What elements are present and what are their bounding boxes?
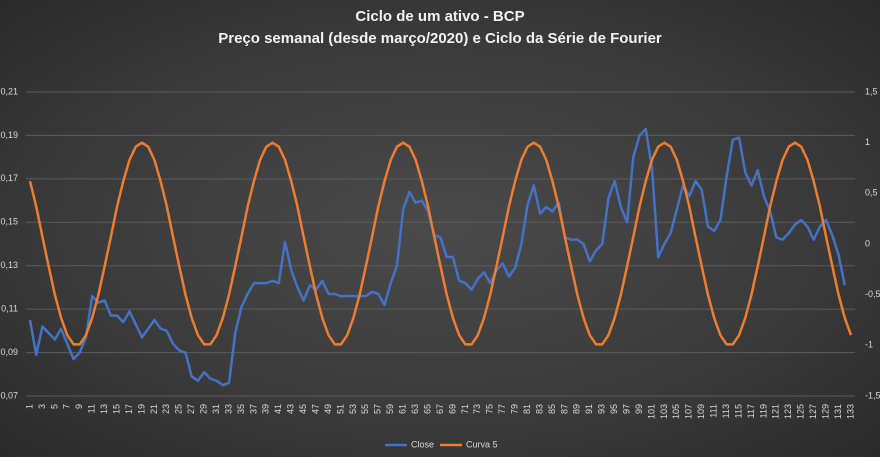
x-tick-label: 101 xyxy=(646,404,656,419)
x-tick-label: 23 xyxy=(161,404,171,414)
x-tick-label: 127 xyxy=(808,404,818,419)
x-tick-label: 51 xyxy=(335,404,345,414)
y-tick-label: 0,19 xyxy=(0,130,18,140)
x-tick-label: 95 xyxy=(609,404,619,414)
y-tick-label: 0,09 xyxy=(0,347,18,357)
x-tick-label: 131 xyxy=(833,404,843,419)
x-tick-label: 69 xyxy=(447,404,457,414)
x-tick-label: 65 xyxy=(422,404,432,414)
y2-tick-label: 0 xyxy=(865,238,870,248)
x-tick-label: 113 xyxy=(721,404,731,418)
x-tick-label: 29 xyxy=(199,404,209,414)
x-tick-label: 45 xyxy=(298,404,308,414)
x-tick-label: 11 xyxy=(87,404,97,413)
x-tick-label: 129 xyxy=(820,404,830,419)
x-tick-label: 37 xyxy=(248,404,258,414)
series-line xyxy=(28,127,847,387)
y2-tick-label: -1 xyxy=(865,340,873,350)
x-tick-label: 93 xyxy=(597,404,607,414)
x-tick-label: 81 xyxy=(522,404,532,414)
x-tick-label: 49 xyxy=(323,404,333,414)
x-tick-label: 61 xyxy=(398,404,408,414)
x-tick-label: 83 xyxy=(534,404,544,414)
x-tick-label: 27 xyxy=(186,404,196,414)
x-tick-label: 43 xyxy=(286,404,296,414)
y-tick-label: 0,11 xyxy=(1,304,18,314)
y2-tick-label: 1,5 xyxy=(865,86,878,96)
chart-subtitle: Preço semanal (desde março/2020) e Ciclo… xyxy=(218,30,662,47)
y2-tick-label: -1,5 xyxy=(865,390,880,400)
x-tick-label: 47 xyxy=(310,404,320,414)
x-tick-label: 13 xyxy=(99,404,109,414)
x-tick-label: 35 xyxy=(236,404,246,414)
x-tick-label: 103 xyxy=(659,404,669,419)
x-tick-label: 87 xyxy=(559,404,569,414)
x-tick-label: 77 xyxy=(497,404,507,414)
chart-title: Ciclo de um ativo - BCP xyxy=(355,8,524,25)
x-tick-label: 107 xyxy=(684,404,694,419)
x-tick-label: 41 xyxy=(273,404,283,414)
x-tick-label: 119 xyxy=(758,404,768,418)
x-tick-label: 53 xyxy=(348,404,358,414)
x-tick-label: 105 xyxy=(671,404,681,419)
x-tick-label: 125 xyxy=(796,404,806,419)
y-tick-label: 0,15 xyxy=(0,217,18,227)
x-tick-label: 79 xyxy=(510,404,520,414)
y2-tick-label: -0,5 xyxy=(865,289,880,299)
x-tick-label: 15 xyxy=(111,404,121,414)
x-tick-label: 9 xyxy=(74,404,84,409)
legend-label: Close xyxy=(411,439,434,449)
x-tick-label: 1 xyxy=(24,404,34,409)
x-tick-label: 39 xyxy=(261,404,271,414)
x-tick-label: 17 xyxy=(124,404,134,414)
x-tick-label: 115 xyxy=(733,404,743,418)
x-tick-label: 63 xyxy=(410,404,420,414)
x-tick-label: 25 xyxy=(174,404,184,414)
y2-tick-label: 0,5 xyxy=(865,188,878,198)
x-tick-label: 59 xyxy=(385,404,395,414)
x-tick-label: 19 xyxy=(136,404,146,414)
y-tick-label: 0,13 xyxy=(0,260,18,270)
x-tick-label: 73 xyxy=(472,404,482,414)
x-tick-label: 7 xyxy=(62,404,72,409)
x-tick-label: 123 xyxy=(783,404,793,419)
x-tick-label: 21 xyxy=(149,404,159,414)
y2-tick-label: 1 xyxy=(865,137,870,147)
x-tick-label: 55 xyxy=(360,404,370,414)
legend-label: Curva 5 xyxy=(466,439,498,449)
x-tick-label: 97 xyxy=(621,404,631,414)
x-tick-label: 89 xyxy=(572,404,582,414)
x-tick-label: 99 xyxy=(634,404,644,414)
x-tick-label: 57 xyxy=(373,404,383,414)
x-tick-label: 121 xyxy=(771,404,781,419)
x-tick-label: 133 xyxy=(845,404,855,419)
x-tick-label: 67 xyxy=(435,404,445,414)
x-tick-label: 75 xyxy=(485,404,495,414)
x-tick-label: 5 xyxy=(49,404,59,409)
series-line xyxy=(28,141,853,346)
x-tick-label: 71 xyxy=(460,404,470,414)
x-tick-label: 31 xyxy=(211,404,221,414)
x-tick-label: 109 xyxy=(696,404,706,419)
x-tick-label: 117 xyxy=(746,404,756,418)
x-tick-label: 91 xyxy=(584,404,594,414)
x-tick-label: 3 xyxy=(37,404,47,409)
x-tick-label: 85 xyxy=(547,404,557,414)
x-tick-label: 33 xyxy=(223,404,233,414)
y-tick-label: 0,07 xyxy=(0,390,18,400)
x-tick-label: 111 xyxy=(709,404,719,418)
y-tick-label: 0,21 xyxy=(0,86,18,96)
y-tick-label: 0,17 xyxy=(0,173,18,183)
